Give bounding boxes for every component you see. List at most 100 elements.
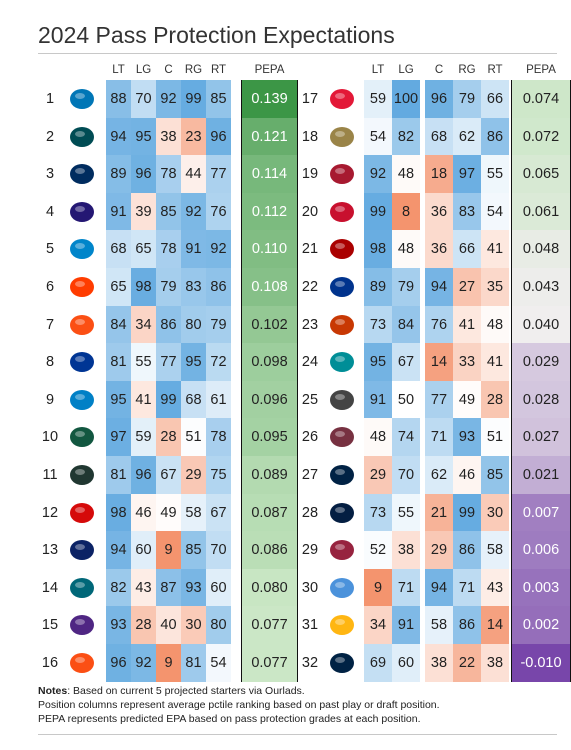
rank-number: 5	[45, 241, 55, 258]
cell-c: 94	[425, 268, 453, 306]
cell-c: 71	[425, 418, 453, 457]
cell-rg: 91	[181, 230, 206, 269]
cell-lg: 70	[392, 456, 420, 494]
cell-pepa: 0.021	[512, 456, 570, 494]
cell-lg: 48	[392, 155, 420, 194]
cell-c: 86	[156, 305, 181, 344]
rank-number: 10	[41, 429, 59, 446]
cell-lt: 81	[106, 343, 131, 382]
cell-c: 79	[156, 268, 181, 306]
cell-rg: 27	[453, 268, 481, 306]
cell-lg: 67	[392, 343, 420, 382]
header-lt-right: LT	[371, 64, 385, 76]
cell-pepa: 0.029	[512, 343, 570, 382]
table-row: 25 91 50 77 49 28 0.028	[0, 380, 571, 419]
rank-number: 9	[45, 391, 55, 408]
rank-number: 18	[301, 128, 319, 145]
cell-lg: 34	[131, 305, 156, 344]
notes-line-1: : Based on current 5 projected starters …	[67, 685, 305, 697]
cell-pepa: 0.002	[512, 606, 570, 645]
rank-number: 32	[301, 655, 319, 671]
header-lg-right: LG	[398, 64, 414, 76]
cell-rt: 35	[481, 268, 509, 306]
cell-lt: 68	[106, 230, 131, 269]
pepa-border-line	[241, 80, 242, 682]
rank-number: 3	[45, 166, 55, 183]
cell-c: 58	[425, 606, 453, 645]
cell-rg: 85	[181, 531, 206, 570]
table-row: 22 89 79 94 27 35 0.043	[0, 268, 571, 306]
cell-lg: 98	[131, 268, 156, 306]
cell-rt: 51	[481, 418, 509, 457]
cell-pepa: 0.006	[512, 531, 570, 570]
steelers-logo	[330, 615, 354, 636]
rank-number: 26	[301, 429, 319, 446]
pepa-border-line	[297, 80, 298, 682]
cell-rt: 28	[481, 380, 509, 419]
cell-rt: 86	[481, 117, 509, 156]
cell-rt: 61	[206, 380, 231, 419]
cell-rt: 80	[206, 606, 231, 645]
bills-logo	[330, 277, 354, 297]
rank-number: 31	[301, 617, 319, 634]
cowboys-logo	[330, 502, 354, 523]
table-row: 30 9 71 94 71 43 0.003	[0, 568, 571, 607]
table-row: 28 73 55 21 99 30 0.007	[0, 493, 571, 532]
cell-lg: 79	[392, 268, 420, 306]
cell-pepa: 0.121	[242, 117, 297, 156]
rank-number: 16	[41, 655, 59, 671]
cell-lg: 82	[392, 117, 420, 156]
rank-number: 30	[301, 579, 319, 596]
cell-rt: 38	[481, 644, 509, 682]
cell-lg: 96	[131, 456, 156, 494]
cell-rt: 54	[206, 644, 231, 682]
rank-number: 20	[301, 203, 319, 220]
falcons-logo	[330, 164, 354, 185]
cell-lg: 92	[131, 644, 156, 682]
rank-number: 28	[301, 504, 319, 521]
cell-lt: 82	[106, 568, 131, 607]
dolphins-logo	[330, 352, 354, 373]
broncos-logo	[70, 653, 94, 673]
cell-c: 96	[425, 80, 453, 118]
table-row: 20 99 8 36 83 54 0.061	[0, 192, 571, 231]
cell-c: 85	[156, 192, 181, 231]
cell-c: 92	[156, 80, 181, 118]
cell-lg: 84	[392, 305, 420, 344]
cell-pepa: 0.048	[512, 230, 570, 269]
table-row: 13 94 60 9 85 70 0.086	[0, 531, 571, 570]
chiefs-logo	[330, 89, 354, 109]
cell-rt: 60	[206, 568, 231, 607]
cell-lt: 97	[106, 418, 131, 457]
cell-rt: 79	[206, 305, 231, 344]
rank-number: 15	[41, 617, 59, 634]
rank-number: 21	[301, 241, 319, 258]
table-row: 1 88 70 92 99 85 0.139	[0, 80, 571, 118]
titans-logo	[330, 577, 354, 598]
cell-c: 9	[156, 531, 181, 570]
cell-rg: 86	[453, 606, 481, 645]
cell-rt: 41	[481, 343, 509, 382]
header-rg-right: RG	[458, 64, 476, 76]
cell-c: 77	[425, 380, 453, 419]
header-c-left: C	[164, 64, 173, 76]
header-pepa-left: PEPA	[254, 64, 285, 76]
cell-lt: 9	[364, 568, 392, 607]
giants-logo	[70, 540, 94, 561]
cell-rt: 75	[206, 456, 231, 494]
cell-pepa: 0.114	[242, 155, 297, 194]
cell-c: 67	[156, 456, 181, 494]
cell-lg: 65	[131, 230, 156, 269]
cell-pepa: 0.098	[242, 343, 297, 382]
packers-logo	[70, 465, 94, 485]
header-lg-left: LG	[135, 64, 152, 76]
table-row: 5 68 65 78 91 92 0.110	[0, 230, 571, 269]
cell-rg: 23	[181, 117, 206, 156]
cell-rg: 83	[181, 268, 206, 306]
cell-pepa: 0.086	[242, 531, 297, 570]
table-row: 16 96 92 9 81 54 0.077	[0, 644, 571, 682]
cell-pepa: 0.096	[242, 380, 297, 419]
cell-rg: 66	[453, 230, 481, 269]
cell-c: 36	[425, 192, 453, 231]
cell-lt: 34	[364, 606, 392, 645]
